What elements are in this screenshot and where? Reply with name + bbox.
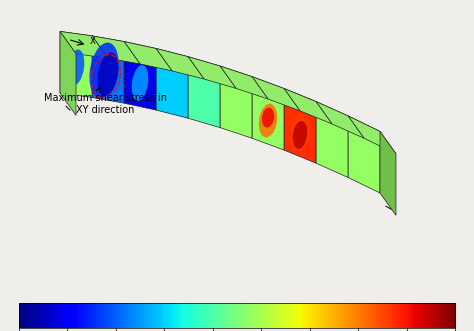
Polygon shape [316,102,364,138]
Polygon shape [252,76,284,150]
Ellipse shape [98,53,118,96]
Ellipse shape [90,43,118,98]
Ellipse shape [290,113,310,153]
Ellipse shape [132,65,148,101]
Polygon shape [124,41,156,110]
Polygon shape [284,88,332,124]
Polygon shape [220,66,268,99]
Ellipse shape [259,104,277,137]
Polygon shape [188,57,236,88]
Text: X: X [90,37,96,46]
Polygon shape [156,48,204,79]
Polygon shape [156,48,188,118]
Polygon shape [220,66,252,138]
Polygon shape [60,31,76,116]
Ellipse shape [68,50,84,85]
Polygon shape [252,76,300,111]
Ellipse shape [262,108,274,127]
Polygon shape [284,88,316,163]
Ellipse shape [293,121,307,149]
Polygon shape [92,36,140,64]
Text: Maximum shear stress in
XY direction: Maximum shear stress in XY direction [44,87,166,115]
Polygon shape [60,31,108,58]
Polygon shape [316,102,348,177]
Polygon shape [60,31,92,97]
Polygon shape [348,116,396,154]
Polygon shape [124,41,172,71]
Polygon shape [380,131,396,215]
Polygon shape [92,36,124,103]
Polygon shape [348,116,380,193]
Polygon shape [188,57,220,127]
